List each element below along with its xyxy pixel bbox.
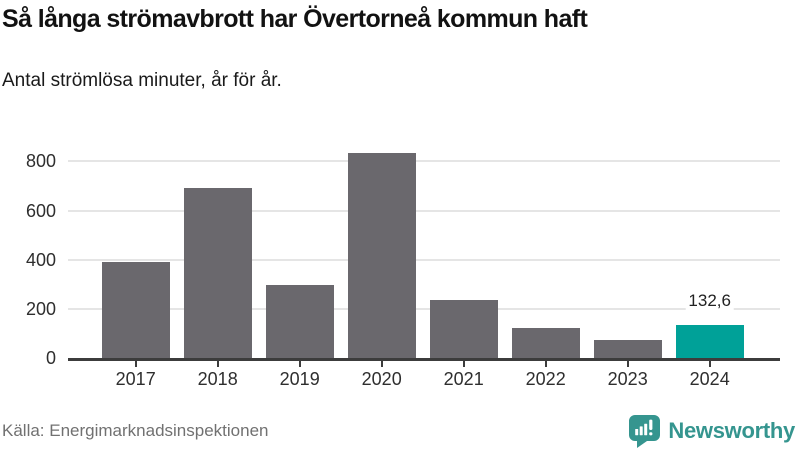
plot-area: 132,6 <box>68 145 780 358</box>
x-tick-2022 <box>544 361 547 367</box>
y-tick-label-200: 200 <box>25 298 56 319</box>
bar-chart: 132,6 0 200 400 600 800 2017 2018 2019 2020 2021 2… <box>0 145 800 395</box>
x-tick-2018 <box>216 361 219 367</box>
newsworthy-wordmark: Newsworthy <box>668 418 795 443</box>
chart-subtitle: Antal strömlösa minuter, år för år. <box>2 70 282 91</box>
bar-2024 <box>675 325 744 358</box>
gridline-200 <box>68 307 780 310</box>
y-tick-label-600: 600 <box>25 200 56 221</box>
x-tick-2019 <box>298 361 301 367</box>
bar-2021 <box>429 299 498 358</box>
bar-2020 <box>347 152 416 358</box>
gridline-800 <box>68 160 780 163</box>
newsworthy-speech-bubble-icon <box>629 415 661 448</box>
gridline-600 <box>68 209 780 212</box>
x-tick-2021 <box>462 361 465 367</box>
y-tick-label-0: 0 <box>45 348 56 368</box>
bar-2022 <box>511 328 580 358</box>
x-tick-label-2017: 2017 <box>115 369 156 389</box>
x-tick-label-2024: 2024 <box>689 369 730 389</box>
x-tick-label-2018: 2018 <box>197 369 238 389</box>
x-tick-2024 <box>708 361 711 367</box>
gridline-400 <box>68 258 780 261</box>
page-title: Så långa strömavbrott har Övertorneå kom… <box>2 5 588 33</box>
bar-value-label: 132,6 <box>685 290 734 312</box>
x-tick-label-2020: 2020 <box>361 369 402 389</box>
x-axis-line <box>68 358 780 361</box>
bar-2018 <box>183 188 252 358</box>
x-tick-2023 <box>626 361 629 367</box>
x-tick-label-2022: 2022 <box>525 369 566 389</box>
bar-2017 <box>101 262 170 358</box>
newsworthy-logo[interactable]: Newsworthy <box>628 414 795 448</box>
chart-footer: Källa: Energimarknadsinspektionen Newswo… <box>2 413 795 449</box>
x-tick-2020 <box>380 361 383 367</box>
x-tick-2017 <box>134 361 137 367</box>
x-tick-label-2021: 2021 <box>443 369 484 389</box>
y-tick-label-400: 400 <box>25 249 56 270</box>
source-note: Källa: Energimarknadsinspektionen <box>2 421 269 440</box>
bar-chart-glyph <box>635 419 653 436</box>
bar-2023 <box>593 340 662 358</box>
x-tick-label-2019: 2019 <box>279 369 320 389</box>
bar-2019 <box>265 285 334 358</box>
y-tick-label-800: 800 <box>25 151 56 172</box>
x-tick-label-2023: 2023 <box>607 369 648 389</box>
